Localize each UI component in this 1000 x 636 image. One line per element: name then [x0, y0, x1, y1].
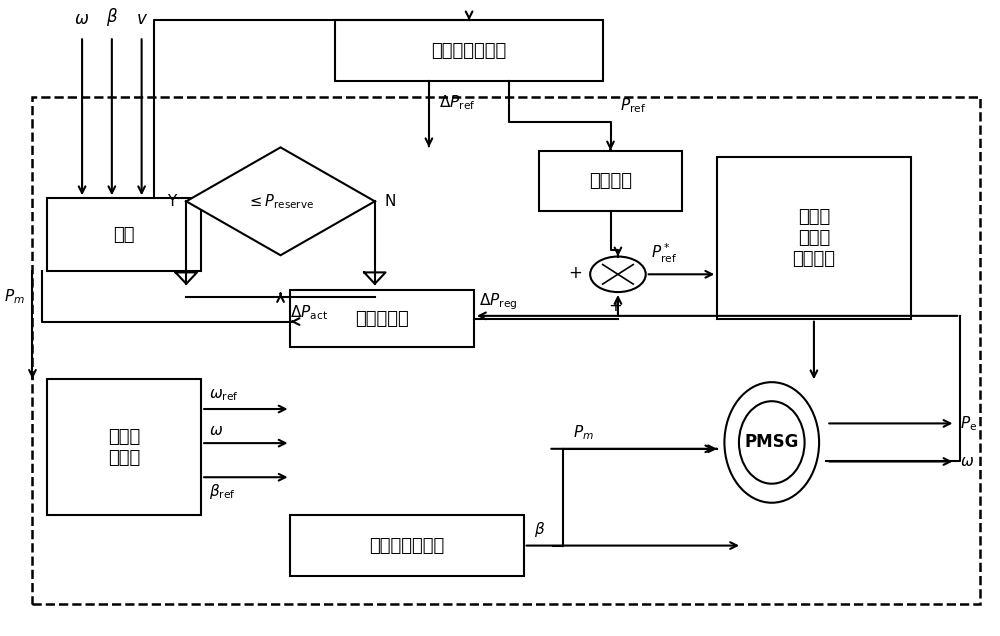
Text: +: + — [608, 297, 622, 315]
Text: $P_{\mathrm{e}}$: $P_{\mathrm{e}}$ — [960, 414, 978, 432]
Text: $\leq P_{\mathrm{reserve}}$: $\leq P_{\mathrm{reserve}}$ — [247, 192, 314, 211]
Text: 桨距角控制单元: 桨距角控制单元 — [369, 537, 445, 555]
Text: PMSG: PMSG — [745, 434, 799, 452]
Text: 风机: 风机 — [113, 226, 135, 244]
Text: $\Delta P_{\mathrm{ref}}$: $\Delta P_{\mathrm{ref}}$ — [439, 93, 475, 113]
Bar — [717, 157, 911, 319]
Text: $P_m$: $P_m$ — [4, 287, 25, 306]
Text: $P_{\mathrm{ref}}$: $P_{\mathrm{ref}}$ — [620, 97, 647, 116]
Text: 风电场控制系统: 风电场控制系统 — [431, 41, 507, 60]
Text: $\Delta P_{\mathrm{reg}}$: $\Delta P_{\mathrm{reg}}$ — [479, 292, 517, 312]
Bar — [290, 290, 474, 347]
Ellipse shape — [739, 401, 805, 484]
Text: $P_m$: $P_m$ — [573, 424, 594, 443]
Bar — [47, 198, 201, 271]
Bar — [47, 379, 201, 515]
Text: 转子侧
变频器
有功控制: 转子侧 变频器 有功控制 — [792, 208, 835, 268]
Text: $\Delta P_{\mathrm{act}}$: $\Delta P_{\mathrm{act}}$ — [290, 303, 328, 322]
Circle shape — [590, 256, 646, 292]
Text: $\omega$: $\omega$ — [209, 423, 223, 438]
Text: 频率控制器: 频率控制器 — [355, 310, 409, 328]
Text: 参数优
化模块: 参数优 化模块 — [108, 428, 140, 467]
Text: $\beta_{\mathrm{ref}}$: $\beta_{\mathrm{ref}}$ — [209, 482, 236, 501]
Text: $\omega_{\mathrm{ref}}$: $\omega_{\mathrm{ref}}$ — [209, 387, 239, 403]
Bar — [335, 20, 603, 81]
Text: +: + — [568, 263, 582, 282]
Text: $\beta$: $\beta$ — [534, 520, 545, 539]
Polygon shape — [186, 148, 375, 255]
Text: $P^*_{\mathrm{ref}}$: $P^*_{\mathrm{ref}}$ — [651, 242, 677, 265]
Text: $v$: $v$ — [136, 10, 148, 28]
Text: N: N — [385, 194, 396, 209]
Text: 减载控制: 减载控制 — [589, 172, 632, 190]
Ellipse shape — [724, 382, 819, 502]
Bar — [539, 151, 682, 211]
Bar — [290, 515, 524, 576]
Text: $\beta$: $\beta$ — [106, 6, 118, 28]
Text: $\omega$: $\omega$ — [74, 10, 90, 28]
Text: $\omega$: $\omega$ — [960, 454, 974, 469]
Bar — [32, 97, 980, 604]
Text: Y: Y — [167, 194, 176, 209]
